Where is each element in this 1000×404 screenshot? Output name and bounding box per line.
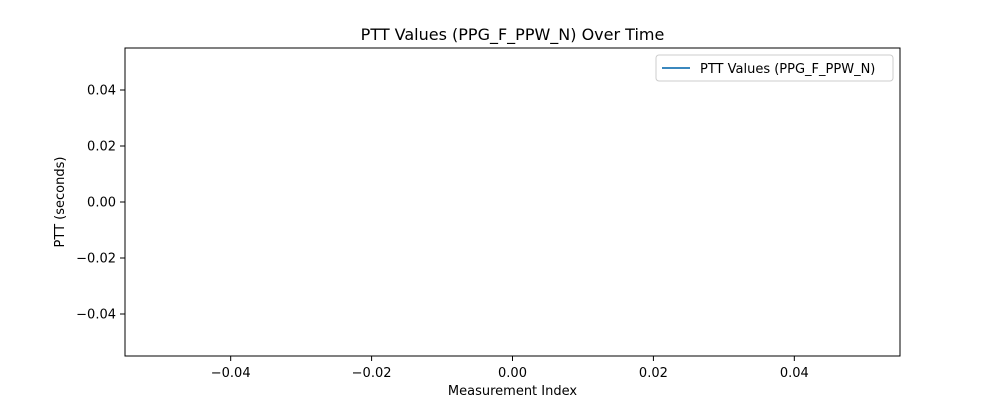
x-axis-label: Measurement Index <box>448 384 577 399</box>
x-tick-label: −0.04 <box>211 366 251 381</box>
y-tick-label: −0.04 <box>76 308 116 323</box>
x-tick-label: 0.02 <box>639 366 668 381</box>
x-tick-label: 0.00 <box>498 366 527 381</box>
y-tick-label: −0.02 <box>76 252 116 267</box>
x-tick-label: 0.04 <box>780 366 809 381</box>
chart-title: PTT Values (PPG_F_PPW_N) Over Time <box>361 25 665 45</box>
legend-entry-label: PTT Values (PPG_F_PPW_N) <box>700 62 875 77</box>
legend: PTT Values (PPG_F_PPW_N) <box>655 54 894 82</box>
y-tick-label: 0.04 <box>87 84 116 99</box>
y-axis-label: PTT (seconds) <box>53 157 68 248</box>
y-tick-label: 0.02 <box>87 140 116 155</box>
x-axis-ticks: −0.04 −0.02 0.00 0.02 0.04 <box>211 356 809 381</box>
x-tick-label: −0.02 <box>352 366 392 381</box>
y-tick-label: 0.00 <box>87 196 116 211</box>
y-axis-ticks: −0.04 −0.02 0.00 0.02 0.04 <box>76 84 125 323</box>
legend-box <box>655 54 894 82</box>
